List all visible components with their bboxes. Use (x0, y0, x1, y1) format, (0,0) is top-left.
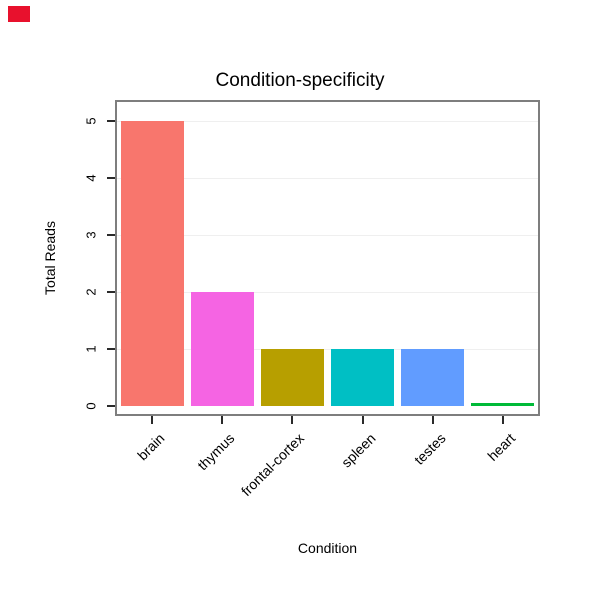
y-tick-label-1: 1 (83, 345, 99, 353)
y-tick-0 (107, 405, 115, 407)
grid-line-y5 (117, 121, 538, 122)
x-tick-label-thymus: thymus (194, 430, 238, 474)
y-tick-5 (107, 120, 115, 122)
y-tick-label-3: 3 (83, 231, 99, 239)
bar-frontal-cortex (261, 349, 324, 406)
x-tick-testes (432, 416, 434, 424)
bar-heart (471, 403, 534, 406)
y-tick-3 (107, 234, 115, 236)
grid-line-y1 (117, 349, 538, 350)
y-tick-label-4: 4 (83, 174, 99, 182)
x-tick-label-testes: testes (410, 430, 449, 468)
x-tick-thymus (221, 416, 223, 424)
bar-spleen (331, 349, 394, 406)
grid-line-y4 (117, 178, 538, 179)
y-tick-4 (107, 177, 115, 179)
x-tick-heart (502, 416, 504, 424)
y-tick-label-2: 2 (83, 288, 99, 296)
x-tick-label-heart: heart (484, 430, 519, 464)
x-tick-label-brain: brain (133, 430, 168, 464)
x-tick-frontal-cortex (291, 416, 293, 424)
bar-thymus (191, 292, 254, 406)
bar-testes (401, 349, 464, 406)
y-tick-label-0: 0 (83, 402, 99, 410)
bar-brain (121, 121, 184, 406)
corner-marker (8, 6, 30, 22)
y-tick-1 (107, 348, 115, 350)
y-tick-label-5: 5 (83, 117, 99, 125)
y-tick-2 (107, 291, 115, 293)
plot-area (115, 100, 540, 416)
y-axis-title: Total Reads (42, 221, 58, 295)
x-axis-title: Condition (297, 540, 358, 556)
grid-line-y3 (117, 235, 538, 236)
grid-line-y2 (117, 292, 538, 293)
x-tick-label-spleen: spleen (337, 430, 379, 471)
x-tick-brain (151, 416, 153, 424)
x-tick-label-frontal-cortex: frontal-cortex (238, 430, 308, 500)
chart-title: Condition-specificity (215, 70, 385, 91)
x-tick-spleen (362, 416, 364, 424)
